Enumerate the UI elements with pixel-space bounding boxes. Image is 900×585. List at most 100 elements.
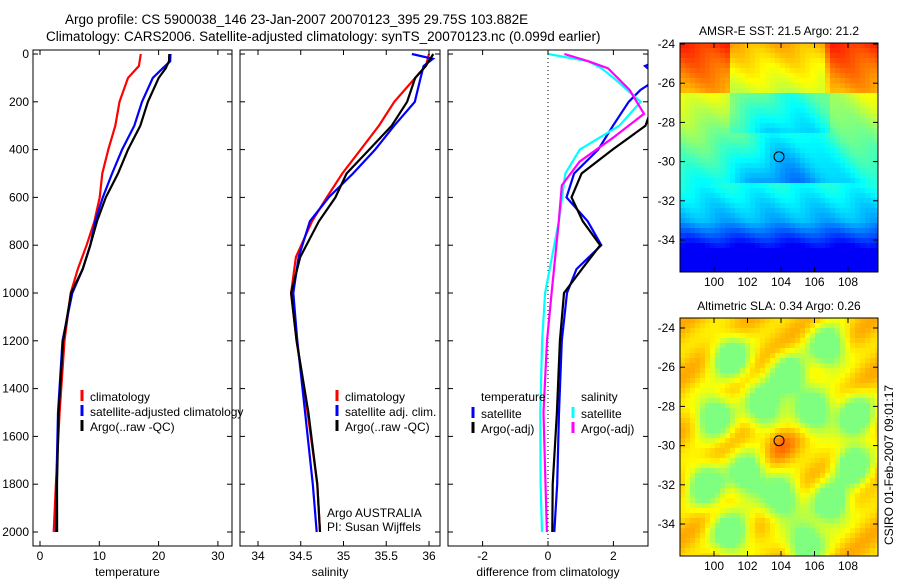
heatmap-cell — [775, 458, 780, 463]
heatmap-cell — [720, 268, 725, 272]
heatmap-cell — [840, 328, 845, 333]
heatmap-cell — [750, 238, 755, 243]
heatmap-cell — [730, 323, 735, 328]
heatmap-cell — [770, 138, 775, 143]
heatmap-cell — [875, 98, 878, 103]
heatmap-cell — [805, 423, 810, 428]
heatmap-cell — [790, 153, 795, 158]
heatmap-cell — [865, 418, 870, 423]
heatmap-cell — [825, 63, 830, 68]
heatmap-cell — [815, 348, 820, 353]
heatmap-cell — [855, 133, 860, 138]
heatmap-cell — [870, 363, 875, 368]
heatmap-cell — [870, 198, 875, 203]
heatmap-cell — [870, 133, 875, 138]
heatmap-cell — [750, 83, 755, 88]
heatmap-cell — [765, 108, 770, 113]
heatmap-cell — [835, 333, 840, 338]
heatmap-cell — [680, 418, 685, 423]
heatmap-cell — [865, 138, 870, 143]
heatmap-cell — [745, 243, 750, 248]
heatmap-cell — [755, 408, 760, 413]
heatmap-cell — [765, 323, 770, 328]
heatmap-cell — [770, 233, 775, 238]
heatmap-cell — [755, 453, 760, 458]
x-tick-label: 100 — [704, 559, 724, 573]
heatmap-cell — [825, 418, 830, 423]
heatmap-cell — [785, 203, 790, 208]
heatmap-cell — [700, 253, 705, 258]
heatmap-cell — [825, 178, 830, 183]
heatmap-cell — [870, 148, 875, 153]
heatmap-cell — [715, 393, 720, 398]
heatmap-cell — [830, 423, 835, 428]
heatmap-cell — [700, 533, 705, 538]
heatmap-cell — [710, 498, 715, 503]
y-tick-label: 1600 — [2, 429, 29, 443]
heatmap-cell — [720, 173, 725, 178]
heatmap-cell — [705, 458, 710, 463]
heatmap-cell — [790, 348, 795, 353]
heatmap-cell — [710, 358, 715, 363]
heatmap-cell — [815, 128, 820, 133]
heatmap-cell — [780, 543, 785, 548]
heatmap-cell — [715, 83, 720, 88]
heatmap-cell — [865, 463, 870, 468]
x-tick-label: 104 — [771, 275, 791, 289]
heatmap-cell — [850, 178, 855, 183]
heatmap-cell — [750, 263, 755, 268]
heatmap-cell — [685, 68, 690, 73]
heatmap-cell — [780, 528, 785, 533]
heatmap-cell — [865, 248, 870, 253]
heatmap-cell — [850, 123, 855, 128]
heatmap-cell — [810, 338, 815, 343]
heatmap-cell — [745, 258, 750, 263]
heatmap-cell — [745, 328, 750, 333]
heatmap-cell — [720, 353, 725, 358]
heatmap-cell — [800, 363, 805, 368]
heatmap-cell — [720, 408, 725, 413]
heatmap-cell — [815, 323, 820, 328]
heatmap-cell — [735, 503, 740, 508]
heatmap-cell — [730, 183, 735, 188]
heatmap-cell — [820, 143, 825, 148]
heatmap-cell — [860, 413, 865, 418]
heatmap-cell — [850, 463, 855, 468]
heatmap-cell — [720, 263, 725, 268]
heatmap-cell — [860, 238, 865, 243]
heatmap-cell — [760, 448, 765, 453]
heatmap-cell — [760, 153, 765, 158]
heatmap-cell — [855, 468, 860, 473]
heatmap-cell — [805, 438, 810, 443]
heatmap-cell — [855, 173, 860, 178]
heatmap-cell — [685, 103, 690, 108]
heatmap-cell — [800, 393, 805, 398]
heatmap-cell — [775, 423, 780, 428]
heatmap-cell — [825, 458, 830, 463]
heatmap-cell — [780, 103, 785, 108]
heatmap-cell — [830, 503, 835, 508]
heatmap-cell — [765, 128, 770, 133]
heatmap-cell — [865, 183, 870, 188]
heatmap-cell — [825, 358, 830, 363]
heatmap-cell — [825, 268, 830, 272]
heatmap-cell — [875, 448, 878, 453]
heatmap-cell — [740, 228, 745, 233]
heatmap-cell — [855, 343, 860, 348]
heatmap-cell — [730, 363, 735, 368]
heatmap-cell — [805, 408, 810, 413]
heatmap-cell — [870, 358, 875, 363]
heatmap-cell — [780, 148, 785, 153]
heatmap-cell — [815, 48, 820, 53]
heatmap-cell — [765, 553, 770, 556]
heatmap-cell — [710, 143, 715, 148]
heatmap-cell — [740, 333, 745, 338]
heatmap-cell — [840, 463, 845, 468]
heatmap-cell — [865, 533, 870, 538]
heatmap-cell — [835, 378, 840, 383]
heatmap-cell — [830, 103, 835, 108]
heatmap-cell — [685, 173, 690, 178]
heatmap-cell — [840, 498, 845, 503]
heatmap-cell — [765, 493, 770, 498]
heatmap-cell — [865, 478, 870, 483]
